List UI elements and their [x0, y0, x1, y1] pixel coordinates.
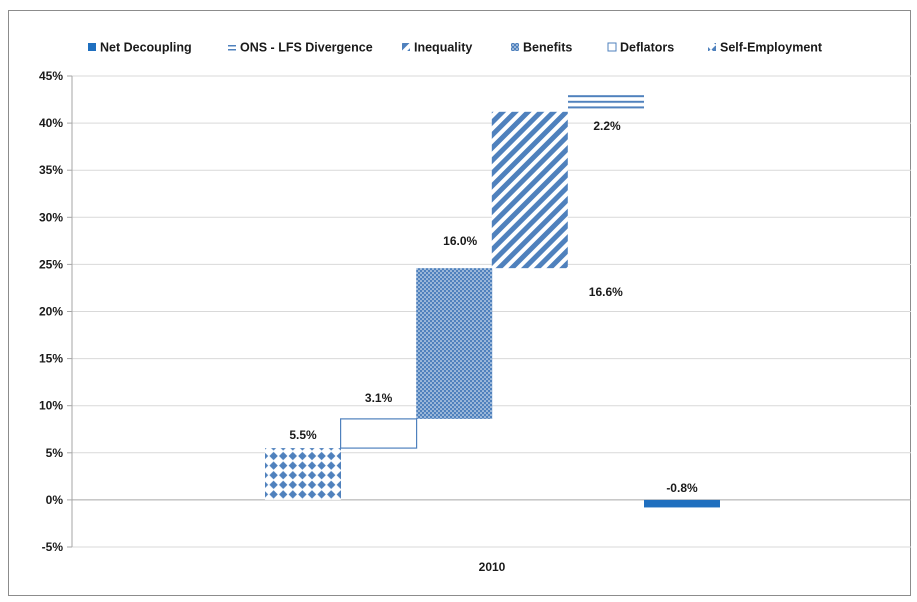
y-tick-label: 10%	[39, 399, 63, 413]
data-labels: 5.5% 3.1% 16.0% 16.6% 2.2% -0.8%	[289, 119, 698, 495]
legend-label: Inequality	[414, 41, 472, 55]
legend: Net Decoupling ONS - LFS Divergence Inequa…	[88, 41, 823, 55]
legend-swatch-ons-lfs-divergence	[228, 43, 236, 51]
y-tick-label: 5%	[46, 446, 64, 460]
data-label: 16.0%	[443, 234, 477, 248]
gridlines	[72, 75, 911, 548]
bar-self-employment	[265, 448, 341, 500]
y-tick-label: 0%	[46, 493, 64, 507]
data-label: 5.5%	[289, 428, 317, 442]
x-category-label: 2010	[479, 560, 506, 574]
bars	[265, 92, 720, 508]
y-axis: 45% 40% 35% 30% 25% 20% 15% 10% 5% 0% -5%	[39, 69, 911, 554]
y-tick-label: 15%	[39, 352, 63, 366]
y-tick-label: 25%	[39, 257, 63, 271]
y-tick-label: 30%	[39, 210, 63, 224]
bar-ons-lfs-divergence	[568, 92, 644, 112]
chart-frame	[8, 10, 911, 596]
bar-benefits	[416, 268, 493, 419]
data-label: 2.2%	[593, 119, 621, 133]
legend-label: Benefits	[523, 41, 572, 55]
legend-label: Net Decoupling	[100, 41, 192, 55]
bar-deflators	[340, 418, 418, 449]
y-tick-label: 40%	[39, 116, 63, 130]
data-label: 16.6%	[589, 285, 623, 299]
data-label: -0.8%	[666, 481, 698, 495]
y-tick-label: 20%	[39, 305, 63, 319]
data-label: 3.1%	[365, 391, 393, 405]
y-tick-label: 35%	[39, 163, 63, 177]
bar-net-decoupling	[644, 499, 720, 508]
legend-swatch-benefits	[511, 43, 519, 51]
legend-label: Deflators	[620, 41, 674, 55]
bar-inequality	[491, 111, 568, 269]
legend-swatch-self-employment	[708, 43, 716, 51]
legend-swatch-inequality	[402, 43, 410, 51]
legend-label: Self-Employment	[720, 41, 823, 55]
legend-swatch-deflators	[607, 42, 617, 52]
y-tick-label: 45%	[39, 69, 63, 83]
legend-label: ONS - LFS Divergence	[240, 41, 373, 55]
legend-swatch-net-decoupling	[88, 43, 96, 51]
y-tick-label: -5%	[42, 540, 64, 554]
